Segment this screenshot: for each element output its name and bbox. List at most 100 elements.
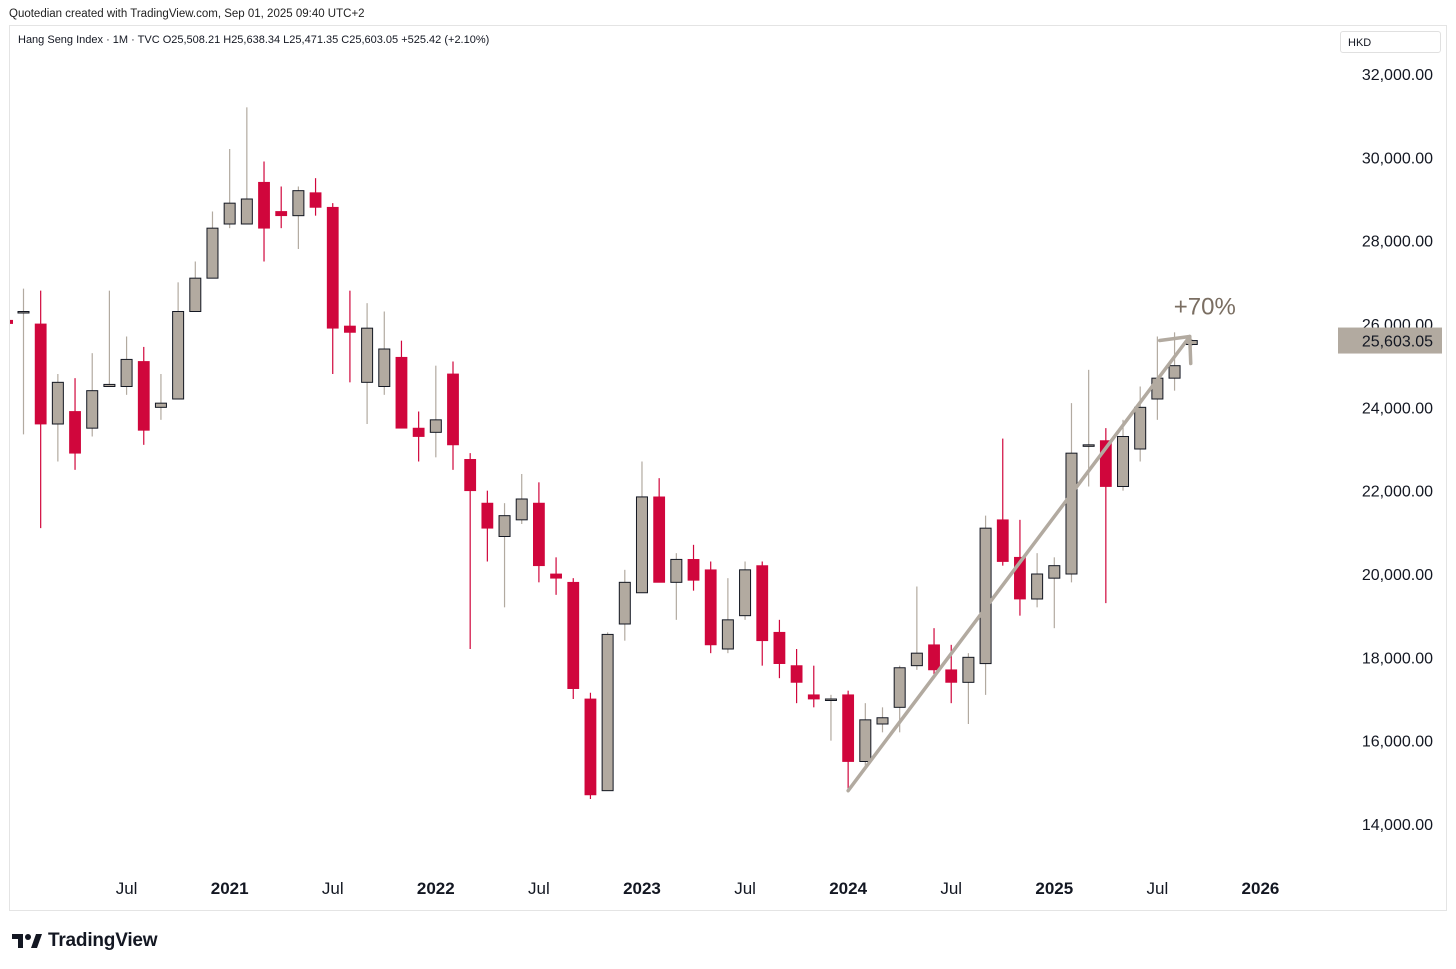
candle-body bbox=[842, 694, 855, 762]
candle bbox=[395, 340, 408, 429]
candle-body bbox=[704, 569, 717, 646]
candle-body bbox=[206, 227, 219, 279]
candle bbox=[824, 694, 837, 741]
candle-body bbox=[824, 698, 837, 701]
candle-body bbox=[859, 719, 872, 762]
left-edge-marker bbox=[10, 319, 13, 324]
candle bbox=[550, 557, 562, 595]
candle-body bbox=[910, 652, 923, 667]
candle bbox=[928, 628, 940, 674]
candle-body bbox=[515, 498, 528, 521]
candle-body bbox=[1099, 440, 1112, 487]
candle bbox=[996, 438, 1009, 566]
year-tick-label: 2025 bbox=[1035, 879, 1073, 898]
candle-body bbox=[258, 181, 270, 229]
candle-body bbox=[773, 631, 786, 664]
year-tick-label: 2021 bbox=[211, 879, 249, 898]
candle-body bbox=[807, 694, 820, 700]
candle-body bbox=[1168, 365, 1181, 379]
candle-body bbox=[1048, 565, 1061, 579]
candle bbox=[240, 107, 253, 225]
last-price-label: 25,603.05 bbox=[1362, 334, 1433, 351]
candle-body bbox=[103, 383, 116, 387]
month-tick-label: Jul bbox=[528, 879, 550, 898]
candle bbox=[1117, 419, 1130, 491]
candle bbox=[69, 378, 81, 470]
candle-body bbox=[51, 381, 64, 425]
candle-body bbox=[962, 656, 975, 683]
candle-body bbox=[309, 192, 322, 208]
candle-body bbox=[137, 361, 150, 431]
candle bbox=[1031, 553, 1044, 608]
candle-body bbox=[1134, 406, 1147, 450]
candle bbox=[137, 346, 150, 445]
candle bbox=[309, 178, 322, 216]
month-tick-label: Jul bbox=[940, 879, 962, 898]
candle-body bbox=[979, 527, 992, 665]
symbol-legend[interactable]: Hang Seng Index · 1M · TVC O25,508.21 H2… bbox=[18, 34, 490, 46]
candle bbox=[601, 632, 614, 792]
candle-body bbox=[154, 402, 167, 408]
candle-body bbox=[790, 665, 803, 683]
candle-body bbox=[395, 356, 408, 429]
tradingview-logo[interactable]: TradingView bbox=[12, 929, 158, 953]
percent-change-label: +70% bbox=[1174, 294, 1236, 321]
candle-body bbox=[69, 411, 81, 454]
month-tick-label: Jul bbox=[322, 879, 344, 898]
price-axis: 14,000.00 16,000.00 18,000.00 20,000.00 22,0… bbox=[1338, 67, 1442, 834]
candle-body bbox=[223, 202, 236, 225]
trend-arrow-head bbox=[1157, 334, 1193, 366]
candle-body bbox=[378, 348, 391, 387]
candle-body bbox=[1014, 556, 1026, 600]
year-tick-label: 2022 bbox=[417, 879, 455, 898]
candle-body bbox=[481, 502, 494, 529]
snapshot-caption: Quotedian created with TradingView.com, … bbox=[9, 8, 365, 20]
price-tick-label: 28,000.00 bbox=[1362, 234, 1433, 251]
candle-body bbox=[876, 717, 889, 725]
month-tick-label: Jul bbox=[734, 879, 756, 898]
candle-body bbox=[120, 358, 133, 387]
currency-badge[interactable]: HKD bbox=[1340, 31, 1441, 53]
candle-body bbox=[1117, 436, 1130, 487]
candle-body bbox=[292, 190, 305, 217]
candle-body bbox=[533, 502, 545, 567]
candle bbox=[447, 361, 459, 470]
candle-body bbox=[86, 390, 99, 429]
candle-body bbox=[498, 515, 511, 538]
candle bbox=[361, 303, 374, 424]
candle bbox=[189, 261, 202, 312]
candle bbox=[378, 311, 391, 395]
year-tick-label: 2024 bbox=[829, 879, 867, 898]
candle bbox=[567, 578, 580, 699]
candle-body bbox=[1065, 452, 1078, 575]
candle-body bbox=[34, 323, 47, 425]
candle bbox=[86, 353, 99, 437]
price-tick-label: 30,000.00 bbox=[1362, 150, 1433, 167]
candle bbox=[653, 478, 666, 583]
candle bbox=[756, 561, 769, 666]
candle-body bbox=[412, 427, 425, 437]
tradingview-logo-icon bbox=[12, 934, 42, 948]
candle bbox=[498, 503, 511, 608]
candle bbox=[172, 282, 185, 400]
month-tick-label: Jul bbox=[1147, 879, 1169, 898]
candle-body bbox=[635, 496, 648, 594]
candle-body bbox=[189, 277, 202, 312]
candle bbox=[412, 411, 425, 462]
candle-body bbox=[687, 559, 700, 581]
candle bbox=[584, 692, 597, 799]
candle bbox=[910, 586, 923, 670]
candle bbox=[790, 649, 803, 704]
candle-body bbox=[172, 311, 185, 400]
candle bbox=[687, 544, 700, 591]
candle bbox=[223, 149, 236, 229]
last-price-badge bbox=[1338, 327, 1442, 354]
candle bbox=[807, 665, 820, 708]
candle-body bbox=[756, 565, 769, 642]
candle-body bbox=[326, 206, 339, 329]
candle bbox=[275, 186, 288, 229]
candles-layer bbox=[10, 107, 1198, 799]
candle bbox=[721, 578, 734, 654]
